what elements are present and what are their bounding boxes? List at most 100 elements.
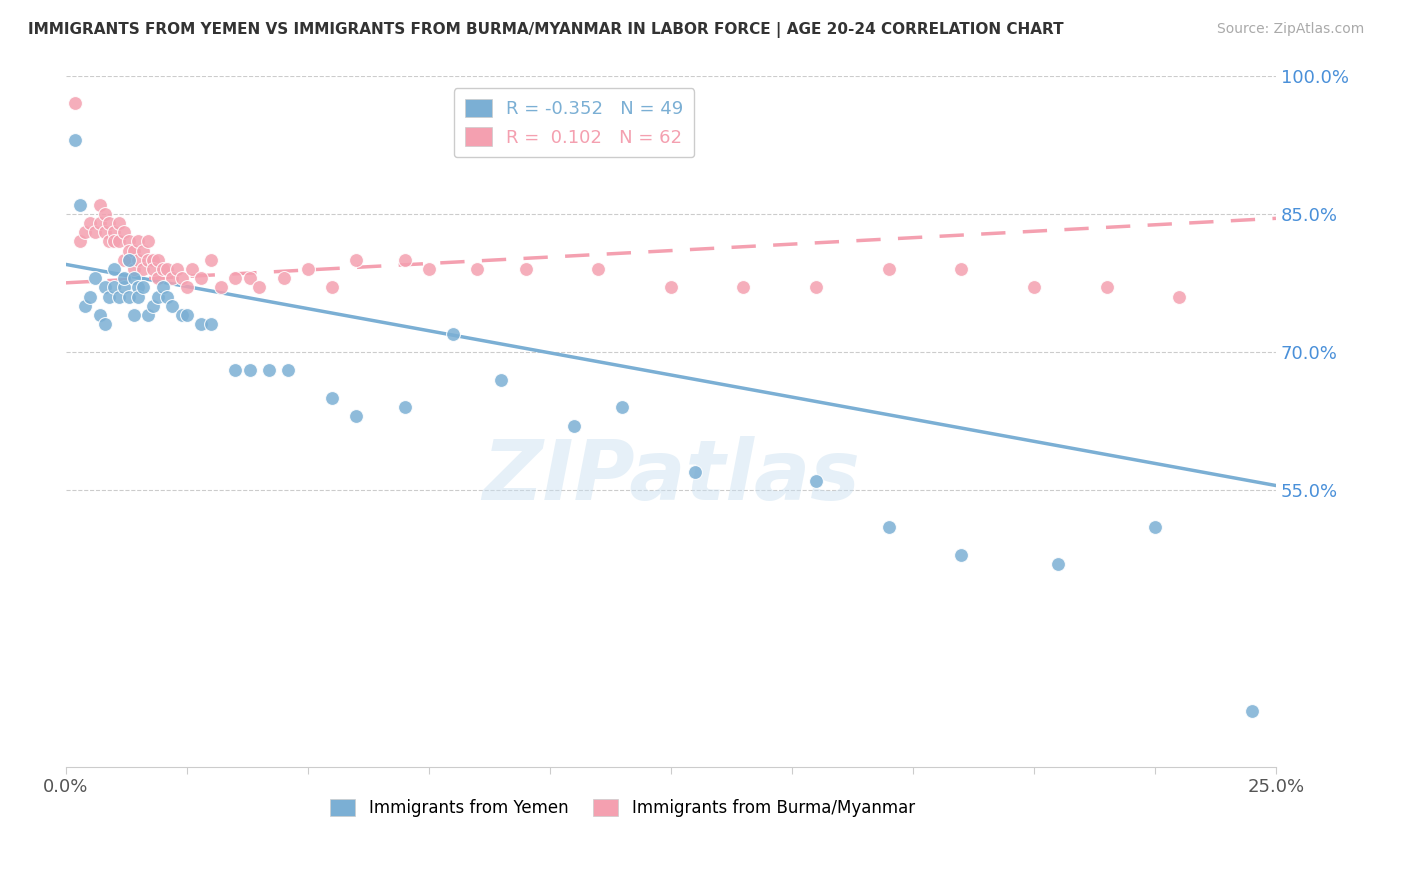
- Point: [132, 244, 155, 258]
- Point: [118, 244, 141, 258]
- Point: [950, 262, 973, 277]
- Point: [804, 474, 827, 488]
- Point: [156, 262, 179, 277]
- Point: [257, 363, 280, 377]
- Point: [112, 252, 135, 267]
- Point: [224, 271, 246, 285]
- Point: [75, 225, 97, 239]
- Point: [465, 262, 488, 277]
- Point: [441, 326, 464, 341]
- Point: [136, 308, 159, 322]
- Point: [877, 520, 900, 534]
- Point: [89, 197, 111, 211]
- Point: [69, 197, 91, 211]
- Point: [239, 363, 262, 377]
- Point: [659, 280, 682, 294]
- Point: [108, 216, 131, 230]
- Point: [83, 225, 105, 239]
- Point: [224, 363, 246, 377]
- Point: [562, 418, 585, 433]
- Point: [112, 280, 135, 294]
- Point: [146, 290, 169, 304]
- Point: [152, 262, 174, 277]
- Point: [103, 280, 125, 294]
- Point: [683, 465, 706, 479]
- Point: [122, 308, 145, 322]
- Point: [190, 318, 212, 332]
- Point: [75, 299, 97, 313]
- Point: [127, 235, 149, 249]
- Point: [394, 401, 416, 415]
- Text: IMMIGRANTS FROM YEMEN VS IMMIGRANTS FROM BURMA/MYANMAR IN LABOR FORCE | AGE 20-2: IMMIGRANTS FROM YEMEN VS IMMIGRANTS FROM…: [28, 22, 1064, 38]
- Point: [118, 252, 141, 267]
- Point: [190, 271, 212, 285]
- Point: [344, 252, 367, 267]
- Point: [79, 290, 101, 304]
- Point: [89, 308, 111, 322]
- Point: [118, 252, 141, 267]
- Point: [112, 271, 135, 285]
- Point: [239, 271, 262, 285]
- Point: [122, 271, 145, 285]
- Point: [156, 290, 179, 304]
- Point: [118, 290, 141, 304]
- Point: [98, 235, 121, 249]
- Point: [180, 262, 202, 277]
- Point: [277, 363, 299, 377]
- Point: [103, 225, 125, 239]
- Point: [136, 235, 159, 249]
- Point: [176, 280, 198, 294]
- Point: [98, 290, 121, 304]
- Point: [515, 262, 537, 277]
- Point: [209, 280, 232, 294]
- Point: [146, 252, 169, 267]
- Point: [176, 308, 198, 322]
- Text: Source: ZipAtlas.com: Source: ZipAtlas.com: [1216, 22, 1364, 37]
- Point: [877, 262, 900, 277]
- Point: [1143, 520, 1166, 534]
- Point: [733, 280, 755, 294]
- Legend: Immigrants from Yemen, Immigrants from Burma/Myanmar: Immigrants from Yemen, Immigrants from B…: [323, 792, 921, 824]
- Point: [418, 262, 440, 277]
- Point: [491, 373, 513, 387]
- Point: [127, 280, 149, 294]
- Point: [132, 280, 155, 294]
- Point: [122, 262, 145, 277]
- Point: [127, 290, 149, 304]
- Point: [122, 244, 145, 258]
- Point: [118, 235, 141, 249]
- Point: [249, 280, 271, 294]
- Point: [170, 271, 193, 285]
- Point: [69, 235, 91, 249]
- Point: [162, 271, 184, 285]
- Point: [1022, 280, 1045, 294]
- Point: [142, 262, 165, 277]
- Point: [83, 271, 105, 285]
- Point: [1168, 290, 1191, 304]
- Point: [1240, 704, 1263, 718]
- Point: [166, 262, 188, 277]
- Point: [200, 252, 222, 267]
- Point: [1095, 280, 1118, 294]
- Point: [65, 96, 87, 111]
- Point: [103, 235, 125, 249]
- Point: [142, 299, 165, 313]
- Point: [65, 133, 87, 147]
- Point: [321, 280, 343, 294]
- Point: [162, 299, 184, 313]
- Point: [1047, 557, 1070, 571]
- Point: [79, 216, 101, 230]
- Point: [132, 262, 155, 277]
- Text: ZIPatlas: ZIPatlas: [482, 436, 860, 516]
- Point: [108, 235, 131, 249]
- Point: [200, 318, 222, 332]
- Point: [112, 225, 135, 239]
- Point: [146, 271, 169, 285]
- Point: [612, 401, 634, 415]
- Point: [170, 308, 193, 322]
- Point: [394, 252, 416, 267]
- Point: [344, 409, 367, 424]
- Point: [93, 280, 115, 294]
- Point: [93, 225, 115, 239]
- Point: [98, 216, 121, 230]
